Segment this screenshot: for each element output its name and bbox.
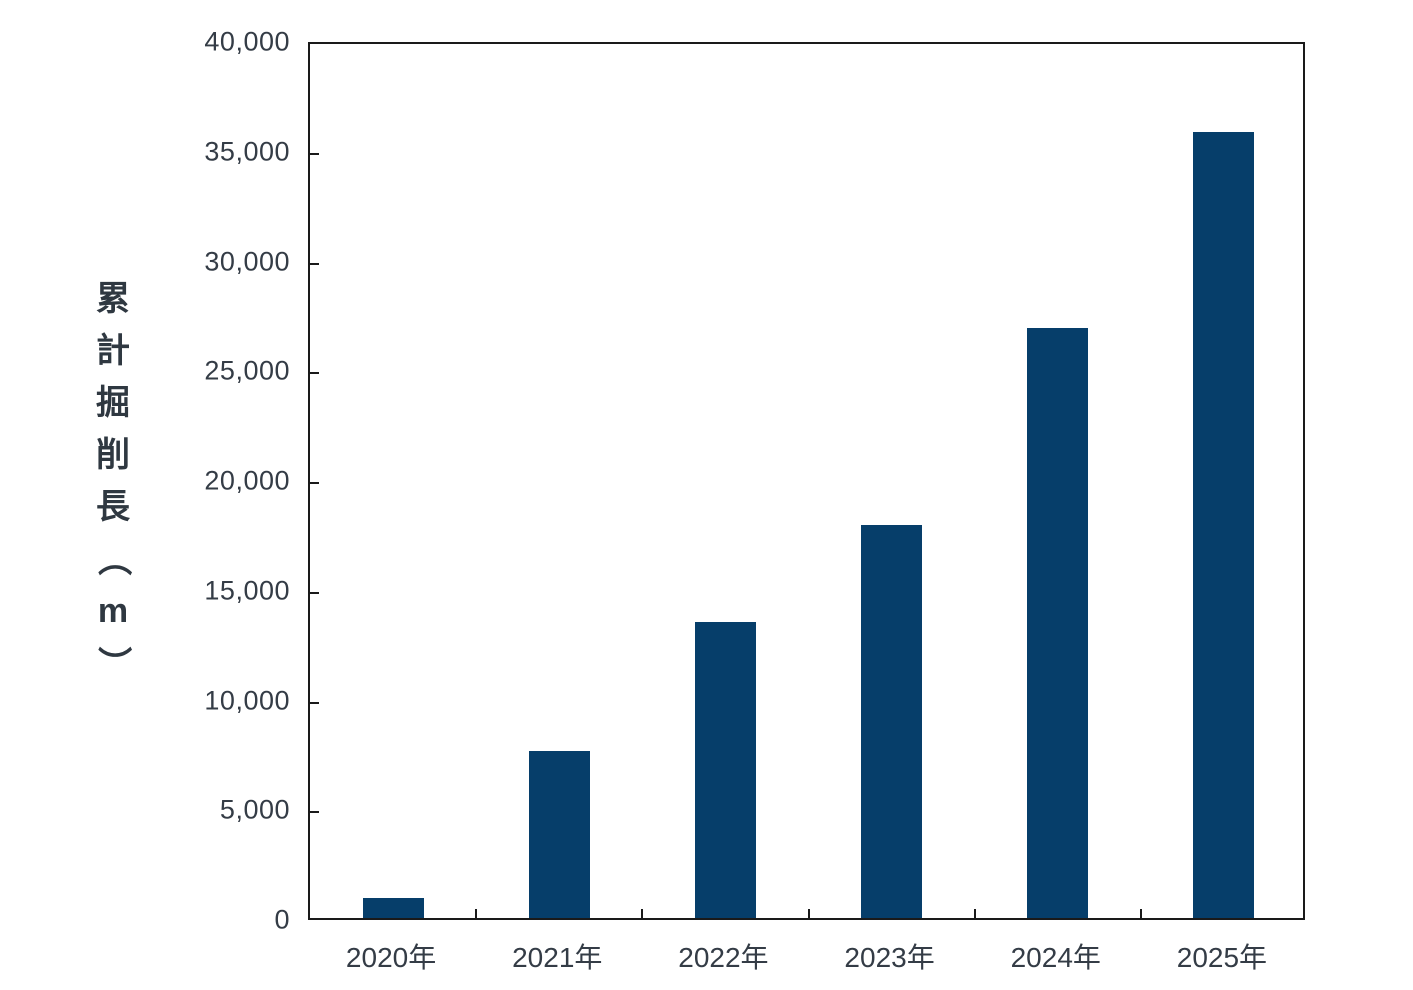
x-tick-label: 2022年 [678,942,769,973]
x-tick-label: 2021年 [512,942,603,973]
y-axis-title-char: 削 [96,436,130,474]
bar-2025年 [1193,132,1255,918]
y-tick-label: 20,000 [204,465,290,496]
x-tick-mark [641,909,644,918]
x-tick-mark [1139,909,1142,918]
y-tick-mark [310,482,319,484]
y-tick-label: 15,000 [204,575,290,606]
y-tick-label: 35,000 [204,136,290,167]
y-tick-label: 5,000 [219,794,290,825]
y-axis-title-char: m [97,592,129,630]
y-tick-label: 25,000 [204,355,290,386]
y-axis-title-char: （ [94,542,132,576]
y-tick-label: 10,000 [204,685,290,715]
y-tick-label: 30,000 [204,246,290,276]
x-tick-label: 2024年 [1010,942,1101,973]
y-axis-title-char: 累 [96,280,130,318]
x-tick-mark [475,909,478,918]
bar-2020年 [362,898,424,918]
plot-area [308,42,1305,920]
y-tick-mark [310,152,319,155]
y-axis-title-char: 計 [96,332,130,370]
y-tick-mark [310,591,319,594]
bar-2022年 [694,621,756,918]
y-tick-label: 0 [274,904,290,935]
bar-2024年 [1027,327,1089,918]
y-tick-mark [310,262,319,265]
y-axis-title-char: 掘 [96,384,130,422]
y-tick-mark [310,372,319,375]
y-axis-title-char: 長 [96,488,130,526]
y-tick-label: 40,000 [204,26,290,57]
bar-2021年 [528,751,590,918]
y-axis-title: 累計掘削長 （ m ） [68,42,158,920]
x-tick-mark [973,909,976,918]
y-axis-title-char: ） [94,646,132,680]
bar-2023年 [861,525,923,918]
y-tick-mark [310,811,319,814]
x-tick-label: 2020年 [345,942,437,973]
y-tick-mark [310,701,319,704]
x-tick-label: 2025年 [1176,942,1268,973]
x-tick-mark [807,909,810,918]
x-tick-label: 2023年 [844,942,935,973]
